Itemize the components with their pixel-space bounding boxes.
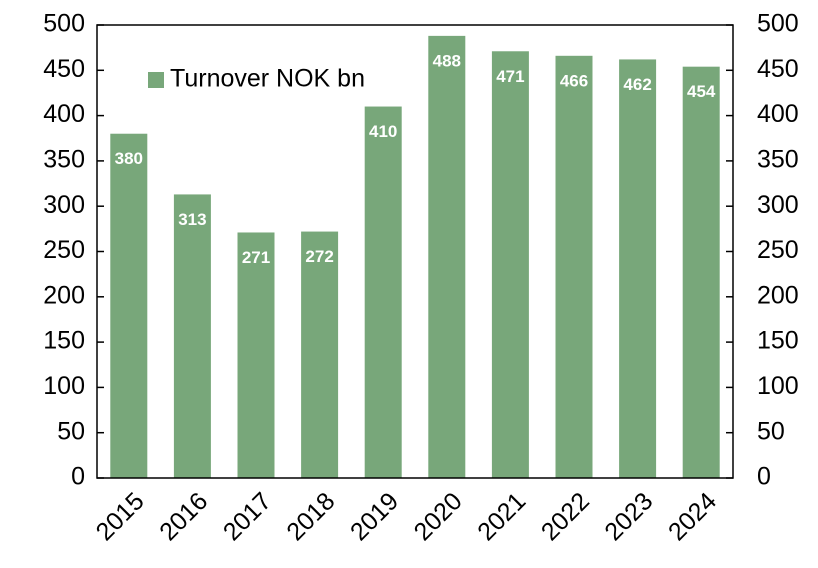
- data-label: 488: [433, 51, 461, 70]
- data-label: 471: [496, 67, 524, 86]
- legend-swatch: [148, 72, 164, 88]
- data-label: 454: [687, 82, 716, 101]
- data-label: 313: [178, 210, 206, 229]
- y-tick-label: 300: [43, 191, 85, 219]
- y2-tick-label: 350: [757, 146, 799, 174]
- x-tick-label: 2023: [599, 487, 658, 546]
- x-tick-label: 2018: [281, 487, 340, 546]
- y2-tick-label: 150: [757, 327, 799, 355]
- bar: [682, 66, 720, 479]
- plot-frame: [96, 24, 734, 479]
- bar: [110, 133, 148, 478]
- bar: [237, 232, 275, 478]
- bar: [173, 194, 211, 478]
- y-tick-label: 0: [71, 463, 85, 491]
- y-tick-label: 350: [43, 146, 85, 174]
- y-tick-label: 50: [57, 417, 85, 445]
- y-tick-label: 250: [43, 236, 85, 264]
- data-label: 410: [369, 122, 397, 141]
- x-tick-label: 2021: [472, 487, 531, 546]
- y-tick-label: 500: [43, 10, 85, 38]
- x-tick-label: 2017: [218, 487, 277, 546]
- x-tick-label: 2015: [91, 487, 150, 546]
- x-tick-label: 2024: [663, 487, 722, 546]
- data-label: 380: [115, 149, 143, 168]
- y-tick-label: 450: [43, 55, 85, 83]
- y2-tick-label: 0: [757, 463, 771, 491]
- x-tick-label: 2020: [409, 487, 468, 546]
- y2-tick-label: 100: [757, 372, 799, 400]
- legend-label: Turnover NOK bn: [170, 65, 365, 93]
- y2-tick-label: 500: [757, 10, 799, 38]
- bar: [555, 55, 593, 478]
- x-tick-label: 2022: [536, 487, 595, 546]
- y2-tick-label: 250: [757, 236, 799, 264]
- bar: [301, 231, 339, 478]
- bar: [428, 35, 466, 478]
- data-label: 272: [305, 247, 333, 266]
- y-tick-label: 400: [43, 100, 85, 128]
- data-label: 271: [242, 248, 270, 267]
- data-label: 462: [623, 75, 651, 94]
- y-tick-label: 150: [43, 327, 85, 355]
- x-tick-label: 2019: [345, 487, 404, 546]
- y2-tick-label: 200: [757, 281, 799, 309]
- bar: [619, 59, 657, 478]
- y-tick-label: 100: [43, 372, 85, 400]
- x-tick-label: 2016: [154, 487, 213, 546]
- y2-tick-label: 50: [757, 417, 785, 445]
- y-tick-label: 200: [43, 281, 85, 309]
- data-label: 466: [560, 71, 588, 90]
- y2-tick-label: 300: [757, 191, 799, 219]
- y2-tick-label: 400: [757, 100, 799, 128]
- bar: [491, 51, 529, 479]
- bar: [364, 106, 402, 478]
- y2-tick-label: 450: [757, 55, 799, 83]
